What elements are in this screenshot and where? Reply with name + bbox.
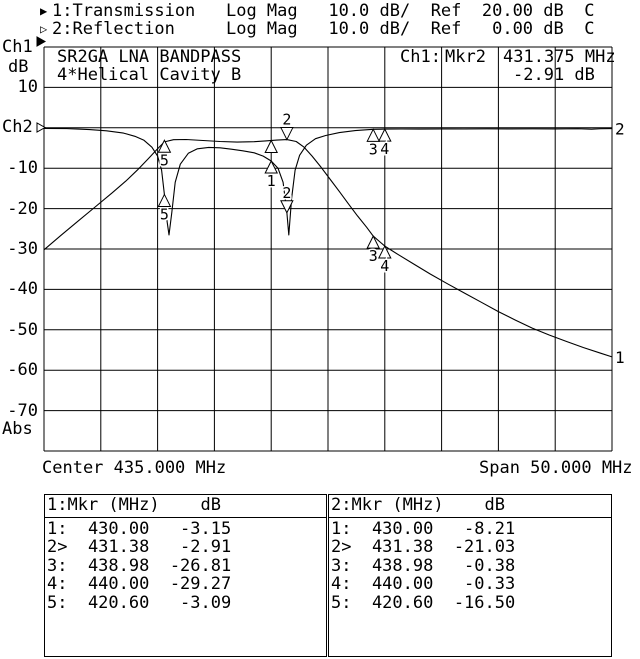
marker-4-icon [377, 244, 392, 259]
marker-2-label: 2 [282, 184, 291, 202]
marker-table-row: 4: 440.00 -0.33 [331, 574, 516, 595]
marker-table-row: 4: 440.00 -29.27 [47, 574, 232, 595]
trace-2 [43, 127, 613, 236]
marker-table-row: 5: 420.60 -16.50 [331, 592, 516, 613]
marker-3-icon [366, 234, 381, 249]
marker-5-label: 5 [160, 205, 169, 223]
marker-4-label: 4 [380, 140, 389, 158]
ch2-axis-label: Ch2 [2, 117, 33, 137]
y-tick--30: -30 [7, 239, 38, 259]
measurement-title-line2: 4*Helical Cavity B [57, 65, 242, 85]
marker-table-ch1: 1:Mkr (MHz) dB 1: 430.00 -3.15 2> 431.38 … [44, 494, 327, 657]
y-axis-unit: dB [8, 57, 29, 77]
marker-table-ch1-rows: 1: 430.00 -3.15 2> 431.38 -2.91 3: 438.98 … [45, 518, 326, 612]
marker-3-icon [366, 128, 381, 142]
readout-value: -2.91 dB [513, 65, 595, 85]
marker-5-label: 5 [160, 151, 169, 169]
ch1-axis-label: Ch1 [2, 37, 33, 57]
marker-table-row: 1: 430.00 -8.21 [331, 519, 516, 539]
marker-table-row: 5: 420.60 -3.09 [47, 592, 232, 613]
active-trace-icon: ▶ [40, 4, 48, 18]
channel1-settings: 1:Transmission Log Mag 10.0 dB/ Ref 20.0… [52, 1, 595, 21]
marker-4-icon [377, 128, 392, 142]
marker-table-row: 2> 431.38 -2.91 [47, 537, 232, 558]
channel2-settings: 2:Reflection Log Mag 10.0 dB/ Ref 0.00 d… [52, 19, 595, 39]
trace-1-end-label: 1 [615, 348, 625, 367]
ch2-reference-pointer-icon [36, 122, 47, 133]
readout-frequency: 431.375 MHz [503, 47, 616, 67]
y-axis-abs-label: Abs [2, 419, 33, 439]
marker-1-label: 1 [267, 172, 276, 190]
marker-table-ch2-rows: 1: 430.00 -8.21 2> 431.38 -21.03 3: 438.98… [329, 518, 611, 612]
x-axis-span: Span 50.000 MHz [479, 458, 633, 478]
trace-1 [43, 138, 613, 358]
readout-marker: Mkr2 [445, 47, 486, 67]
marker-table-row: 1: 430.00 -3.15 [47, 519, 232, 539]
y-tick--50: -50 [7, 319, 38, 340]
ch1-reference-pointer-icon [36, 36, 47, 47]
y-tick--60: -60 [7, 360, 38, 381]
marker-table-ch2-header: 2:Mkr (MHz) dB [329, 495, 611, 518]
marker-1-icon [264, 139, 279, 154]
marker-table-ch2: 2:Mkr (MHz) dB 1: 430.00 -8.21 2> 431.38 … [328, 494, 612, 657]
marker-2-active-icon [280, 200, 294, 214]
y-tick--20: -20 [7, 198, 38, 219]
marker-1-icon [264, 159, 279, 174]
x-axis-center: Center 435.000 MHz [42, 458, 227, 478]
marker-2-label: 2 [282, 111, 291, 129]
measurement-title-line1: SR2GA LNA BANDPASS [57, 47, 242, 67]
y-tick--40: -40 [7, 279, 38, 300]
marker-table-row: 3: 438.98 -26.81 [47, 555, 232, 576]
marker-table-row: 2> 431.38 -21.03 [331, 537, 516, 558]
y-tick--10: -10 [7, 158, 38, 179]
channel1-header: ▶ 1:Transmission Log Mag 10.0 dB/ Ref 20.… [40, 3, 594, 20]
marker-table-row: 3: 438.98 -0.38 [331, 555, 516, 576]
inactive-trace-icon: ▷ [40, 22, 48, 36]
marker-5-icon [157, 139, 172, 153]
marker-4-label: 4 [380, 257, 389, 275]
y-tick--70: -70 [7, 400, 38, 421]
marker-5-icon [157, 193, 172, 207]
marker-table-ch1-header: 1:Mkr (MHz) dB [45, 495, 326, 518]
marker-2-active-icon [280, 127, 294, 141]
marker-3-label: 3 [369, 140, 378, 158]
channel2-header: ▷ 2:Reflection Log Mag 10.0 dB/ Ref 0.00 … [40, 21, 594, 38]
readout-channel: Ch1: [400, 47, 441, 67]
marker-3-label: 3 [369, 247, 378, 265]
trace-2-end-label: 2 [615, 120, 625, 139]
y-tick-10: 10 [17, 77, 38, 98]
